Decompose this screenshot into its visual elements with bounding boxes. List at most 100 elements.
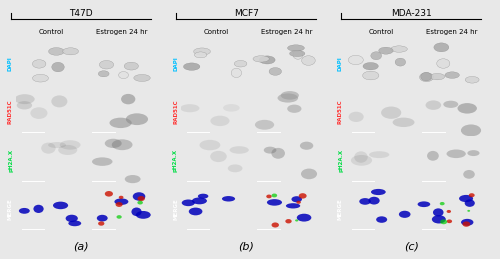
Circle shape <box>105 191 113 197</box>
Ellipse shape <box>433 208 444 217</box>
Ellipse shape <box>60 140 80 150</box>
Circle shape <box>272 193 277 197</box>
Ellipse shape <box>30 107 48 119</box>
Text: DAPI: DAPI <box>173 56 178 70</box>
Ellipse shape <box>92 157 112 166</box>
Text: (c): (c) <box>404 241 418 251</box>
Ellipse shape <box>255 120 274 130</box>
Ellipse shape <box>292 196 302 202</box>
Ellipse shape <box>278 93 298 103</box>
Ellipse shape <box>288 45 304 51</box>
Ellipse shape <box>100 60 114 69</box>
Text: pH2A.X: pH2A.X <box>338 149 343 172</box>
Ellipse shape <box>136 211 150 219</box>
Circle shape <box>286 219 292 224</box>
Ellipse shape <box>399 211 410 218</box>
Ellipse shape <box>427 151 439 161</box>
Ellipse shape <box>134 75 150 82</box>
Ellipse shape <box>297 214 312 222</box>
Ellipse shape <box>390 46 407 52</box>
Text: MERGE: MERGE <box>8 198 13 220</box>
Circle shape <box>298 193 306 199</box>
Text: Control: Control <box>369 28 394 35</box>
Circle shape <box>116 202 122 207</box>
Ellipse shape <box>458 103 477 114</box>
Ellipse shape <box>461 125 481 136</box>
Ellipse shape <box>192 197 207 204</box>
Ellipse shape <box>182 199 195 206</box>
Ellipse shape <box>52 95 68 107</box>
Ellipse shape <box>420 73 434 82</box>
Ellipse shape <box>459 195 473 202</box>
Circle shape <box>440 202 444 205</box>
Text: Control: Control <box>204 28 229 35</box>
Circle shape <box>295 219 298 221</box>
Ellipse shape <box>280 91 299 100</box>
Text: DAPI: DAPI <box>8 56 13 70</box>
Ellipse shape <box>125 175 140 183</box>
Ellipse shape <box>124 62 138 70</box>
Ellipse shape <box>234 60 247 67</box>
Ellipse shape <box>360 198 371 205</box>
Ellipse shape <box>461 219 473 226</box>
Ellipse shape <box>126 113 148 125</box>
Ellipse shape <box>392 118 414 127</box>
Text: DAPI: DAPI <box>338 56 343 70</box>
Ellipse shape <box>464 199 475 207</box>
Ellipse shape <box>430 74 444 80</box>
Ellipse shape <box>348 55 364 65</box>
Circle shape <box>138 196 145 201</box>
Ellipse shape <box>445 72 460 78</box>
Ellipse shape <box>230 146 249 154</box>
Ellipse shape <box>118 71 128 78</box>
Ellipse shape <box>110 118 132 128</box>
Ellipse shape <box>52 62 64 72</box>
Text: MERGE: MERGE <box>173 198 178 220</box>
Circle shape <box>116 215 121 219</box>
Circle shape <box>469 193 474 197</box>
Ellipse shape <box>302 56 315 65</box>
Ellipse shape <box>446 149 466 158</box>
Text: T47D: T47D <box>70 9 93 18</box>
Ellipse shape <box>16 101 32 110</box>
Text: (a): (a) <box>74 241 89 251</box>
Circle shape <box>468 210 470 212</box>
Text: RAD51C: RAD51C <box>8 99 13 124</box>
Circle shape <box>119 196 124 199</box>
Text: pH2A.X: pH2A.X <box>173 149 178 172</box>
Ellipse shape <box>426 100 441 110</box>
Ellipse shape <box>432 215 446 224</box>
Ellipse shape <box>264 147 276 154</box>
Ellipse shape <box>272 148 285 159</box>
Ellipse shape <box>48 48 64 55</box>
Ellipse shape <box>68 220 81 226</box>
Circle shape <box>462 221 470 227</box>
Ellipse shape <box>19 208 30 214</box>
Ellipse shape <box>121 94 136 104</box>
Ellipse shape <box>465 76 479 83</box>
Text: pH2A.X: pH2A.X <box>8 149 13 172</box>
Ellipse shape <box>253 56 269 62</box>
Ellipse shape <box>371 189 386 195</box>
Ellipse shape <box>194 48 210 55</box>
Ellipse shape <box>14 94 34 104</box>
Ellipse shape <box>200 140 220 150</box>
Ellipse shape <box>444 101 458 108</box>
Ellipse shape <box>210 116 230 126</box>
Ellipse shape <box>62 48 78 55</box>
Ellipse shape <box>301 169 317 179</box>
Ellipse shape <box>228 164 242 172</box>
Ellipse shape <box>371 52 382 60</box>
Ellipse shape <box>198 194 208 199</box>
Ellipse shape <box>287 105 302 113</box>
Text: (b): (b) <box>238 241 254 251</box>
Ellipse shape <box>132 192 145 201</box>
Ellipse shape <box>97 215 108 221</box>
Ellipse shape <box>66 215 78 222</box>
Ellipse shape <box>184 63 200 70</box>
Ellipse shape <box>290 51 305 57</box>
Ellipse shape <box>32 60 46 68</box>
Ellipse shape <box>293 50 303 59</box>
Ellipse shape <box>32 74 48 82</box>
Ellipse shape <box>348 112 364 122</box>
